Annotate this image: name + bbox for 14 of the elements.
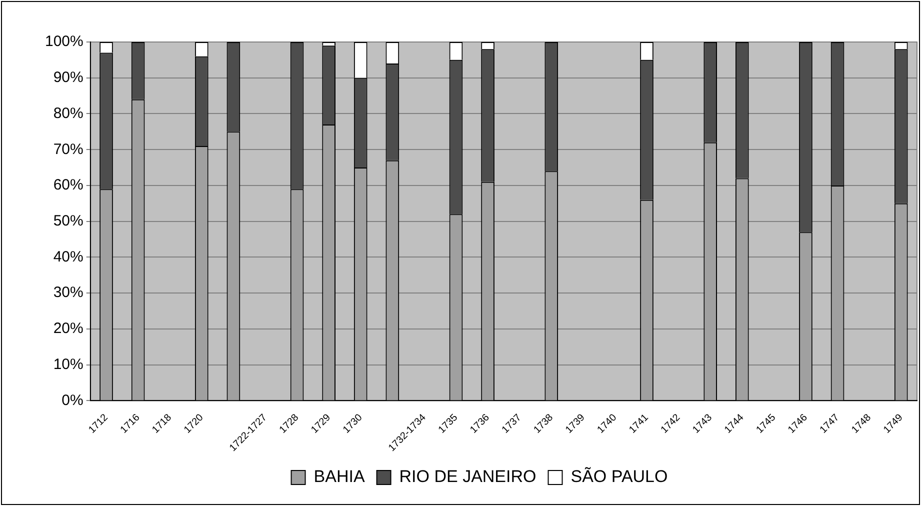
y-tick-label: 30% xyxy=(53,284,84,302)
y-tick-label: 70% xyxy=(53,140,84,158)
y-tick-label: 10% xyxy=(53,356,84,373)
y-tick-label: 20% xyxy=(53,320,84,338)
legend-label: RIO DE JANEIRO xyxy=(399,467,536,486)
y-tick-label: 0% xyxy=(62,392,84,409)
y-tick-label: 60% xyxy=(53,176,84,194)
legend-label: SÃO PAULO xyxy=(570,467,668,486)
y-tick-label: 80% xyxy=(53,104,84,122)
y-tick-label: 50% xyxy=(53,212,84,230)
legend-label: BAHIA xyxy=(314,467,366,486)
y-tick-label: 100% xyxy=(44,33,84,50)
y-tick-label: 40% xyxy=(53,248,84,266)
y-tick-label: 90% xyxy=(53,69,84,86)
